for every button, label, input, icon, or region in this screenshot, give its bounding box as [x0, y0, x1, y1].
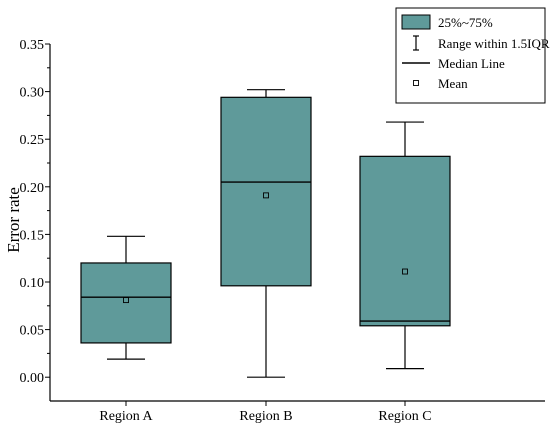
y-tick-label: 0.10 [20, 276, 45, 291]
x-tick-label: Region A [99, 409, 153, 424]
x-tick-label: Region C [378, 409, 431, 424]
legend-label: Mean [438, 76, 468, 91]
legend-mean-swatch [413, 80, 419, 86]
y-axis-title: Error rate [4, 187, 23, 253]
box-region-a [80, 235, 172, 360]
legend-label: Median Line [438, 56, 505, 71]
mean-marker [123, 297, 129, 304]
y-tick-label: 0.15 [20, 228, 45, 243]
x-tick-label: Region B [239, 409, 292, 424]
legend-label: Range within 1.5IQR [438, 36, 550, 51]
y-axis: 0.00 0.05 0.10 0.15 0.20 0.25 0.30 0.35 [20, 38, 51, 401]
mean-marker [402, 268, 408, 275]
y-tick-label: 0.35 [20, 38, 45, 53]
x-axis: Region A Region B Region C [50, 400, 545, 424]
legend: 25%~75% Range within 1.5IQR Median Line Mea… [395, 7, 550, 104]
boxes [80, 89, 451, 378]
box-region-c [359, 121, 451, 370]
mean-marker [263, 192, 269, 199]
iqr-box [359, 155, 451, 327]
y-tick-label: 0.30 [20, 86, 45, 101]
y-tick-label: 0.20 [20, 181, 45, 196]
box-region-b [220, 89, 312, 378]
legend-label: 25%~75% [438, 15, 493, 30]
y-tick-label: 0.05 [20, 324, 45, 339]
y-tick-label: 0.00 [20, 371, 45, 386]
legend-box-swatch [401, 14, 431, 30]
iqr-box [220, 96, 312, 287]
y-tick-label: 0.25 [20, 133, 45, 148]
